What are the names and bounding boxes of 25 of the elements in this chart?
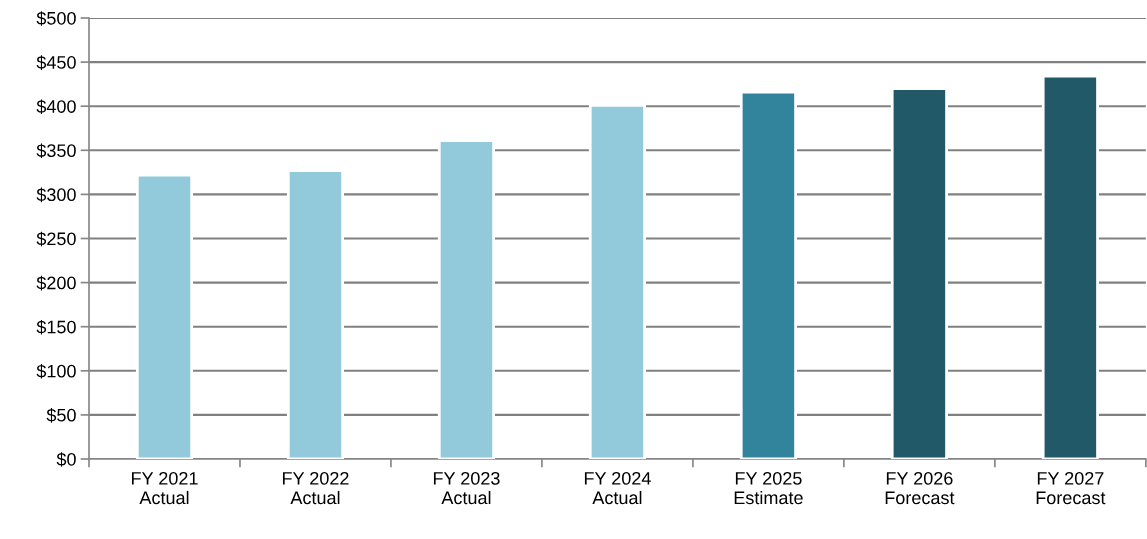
bar: [437, 139, 496, 459]
x-tick-label: FY 2025 Estimate: [734, 471, 803, 505]
y-tick-label: $100: [36, 363, 76, 379]
y-tick-label: $200: [36, 275, 76, 291]
x-tick-label: FY 2026 Forecast: [885, 471, 955, 505]
y-tick-label: $500: [36, 11, 76, 26]
y-tick-label: $150: [36, 319, 76, 335]
x-tick-label: FY 2021 Actual: [132, 471, 198, 505]
y-tick-label: $450: [36, 55, 76, 70]
bar: [135, 173, 194, 459]
x-tick-label: FY 2022 Actual: [282, 471, 349, 505]
bar: [286, 169, 345, 459]
y-tick-label: $400: [36, 99, 76, 114]
bar: [1041, 74, 1099, 459]
x-tick-label: FY 2027 Forecast: [1036, 471, 1106, 505]
bar: [890, 87, 948, 459]
y-tick-label: $0: [56, 452, 76, 467]
bar: [588, 103, 646, 459]
x-tick-label: FY 2023 Actual: [433, 471, 500, 505]
x-tick-label: FY 2024 Actual: [584, 471, 651, 505]
bar: [739, 90, 797, 459]
y-tick-label: $350: [36, 143, 76, 159]
y-tick-label: $50: [46, 408, 76, 423]
y-tick-label: $300: [36, 187, 76, 203]
y-tick-label: $250: [36, 231, 76, 247]
